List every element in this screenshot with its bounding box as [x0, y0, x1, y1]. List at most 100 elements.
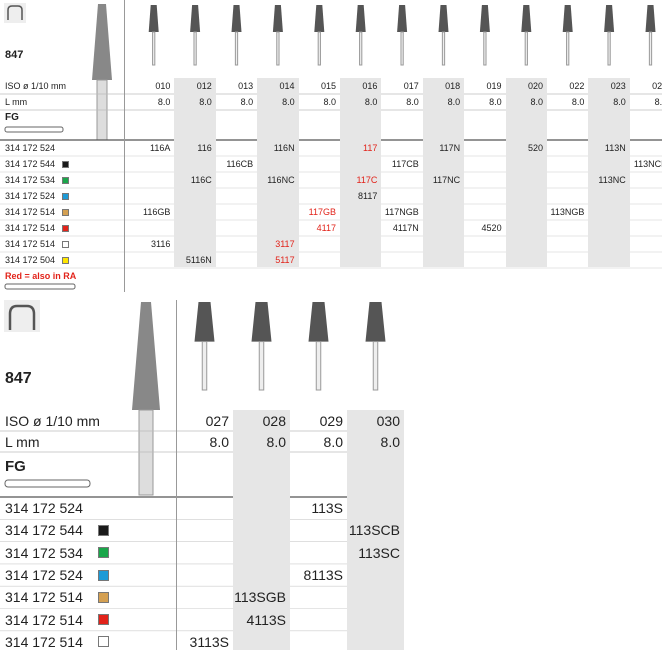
- iso-value: 018: [445, 80, 461, 91]
- order-number: 8117: [358, 190, 378, 201]
- length-value: 8.0: [489, 96, 502, 107]
- bur-head: [148, 5, 159, 32]
- order-number: 117N: [439, 142, 461, 153]
- length-value: 8.0: [406, 96, 419, 107]
- product-code: 314 172 514: [5, 633, 83, 650]
- bur-head: [645, 5, 656, 32]
- product-code: 314 172 524: [5, 190, 56, 201]
- product-code: 314 172 544: [5, 522, 83, 539]
- length-label: L mm: [5, 433, 40, 450]
- bur-shank: [315, 341, 322, 391]
- product-code: 314 172 514: [5, 238, 56, 249]
- product-code: 314 172 514: [5, 611, 83, 628]
- order-number: 5117: [275, 254, 295, 265]
- bur-shank: [372, 341, 379, 391]
- order-number: 113S: [311, 500, 343, 517]
- iso-value: 022: [569, 80, 585, 91]
- length-value: 8.0: [530, 96, 543, 107]
- length-value: 8.0: [282, 96, 295, 107]
- bur-head: [251, 302, 272, 342]
- column-shade: [505, 78, 547, 267]
- order-number: 113NGB: [550, 206, 585, 217]
- order-number: 520: [527, 142, 543, 153]
- order-number: 117NGB: [384, 206, 419, 217]
- color-swatch: [98, 591, 109, 603]
- shank-icons: [4, 126, 91, 488]
- order-number: 113SC: [358, 544, 400, 561]
- divider: [124, 0, 125, 292]
- order-number: 117C: [356, 174, 378, 185]
- length-value: 8.0: [654, 96, 662, 107]
- iso-value: 029: [319, 412, 343, 429]
- bur-head: [397, 5, 408, 32]
- iso-value: 013: [238, 80, 254, 91]
- bur-shank: [317, 31, 321, 66]
- order-number: 117: [363, 142, 378, 153]
- color-swatch: [98, 614, 109, 626]
- order-number: 113NC: [598, 174, 626, 185]
- bur-head: [562, 5, 573, 32]
- order-number: 5116N: [185, 254, 212, 265]
- length-value: 8.0: [199, 96, 212, 107]
- product-code: 314 172 504: [5, 254, 56, 265]
- order-number: 3116: [151, 238, 171, 249]
- product-code: 314 172 534: [5, 174, 56, 185]
- shank-label: FG: [5, 457, 26, 475]
- color-swatch: [62, 176, 69, 184]
- bur-head: [365, 302, 386, 342]
- color-swatch: [62, 224, 69, 232]
- iso-value: 027: [205, 412, 229, 429]
- order-number: 116C: [190, 174, 212, 185]
- color-swatch: [98, 547, 109, 559]
- order-number: 117NC: [432, 174, 461, 185]
- product-code: 314 172 544: [5, 158, 56, 169]
- length-value: 8.0: [209, 433, 229, 450]
- length-value: 8.0: [240, 96, 254, 107]
- order-number: 116N: [273, 142, 295, 153]
- section-label: 847: [5, 49, 24, 61]
- length-value: 8.0: [157, 96, 171, 107]
- order-number: 113SCB: [348, 522, 400, 539]
- length-value: 8.0: [613, 96, 626, 107]
- color-swatch: [98, 569, 109, 581]
- bur-shank: [607, 31, 611, 66]
- product-code: 314 172 534: [5, 544, 83, 561]
- order-number: 113N: [604, 142, 626, 153]
- order-number: 116NC: [267, 174, 295, 185]
- product-code: 314 172 514: [5, 222, 56, 233]
- iso-value: 023: [610, 80, 626, 91]
- column-shade: [340, 78, 382, 267]
- product-code: 314 172 524: [5, 142, 56, 153]
- bur-shank: [648, 31, 653, 66]
- iso-value: 017: [403, 80, 419, 91]
- iso-label: ISO ø 1/10 mm: [5, 412, 100, 429]
- bur-shank: [201, 341, 208, 391]
- bur-head: [190, 5, 201, 32]
- bur-row: [148, 5, 656, 391]
- order-number: 117CB: [391, 158, 419, 169]
- length-value: 8.0: [266, 433, 286, 450]
- divider: [176, 300, 177, 650]
- column-shade: [347, 410, 404, 650]
- iso-value: 019: [486, 80, 502, 91]
- color-swatch: [98, 524, 109, 536]
- iso-value: 010: [155, 80, 171, 91]
- section-label: 847: [5, 370, 32, 387]
- iso-label: ISO ø 1/10 mm: [5, 80, 67, 91]
- iso-value: 025: [652, 80, 662, 91]
- bur-head: [438, 5, 449, 32]
- product-code: 314 172 524: [5, 567, 83, 584]
- bur-head: [308, 302, 329, 342]
- order-number: 116: [197, 142, 212, 153]
- color-swatch: [62, 192, 69, 200]
- length-value: 8.0: [380, 433, 400, 450]
- product-code: 314 172 514: [5, 589, 83, 606]
- bur-head: [355, 5, 366, 32]
- order-number: 116A: [150, 142, 171, 153]
- column-shade: [588, 78, 630, 267]
- footnote: Red = also in RA: [5, 270, 77, 281]
- column-shade: [257, 78, 299, 267]
- length-label: L mm: [5, 96, 28, 107]
